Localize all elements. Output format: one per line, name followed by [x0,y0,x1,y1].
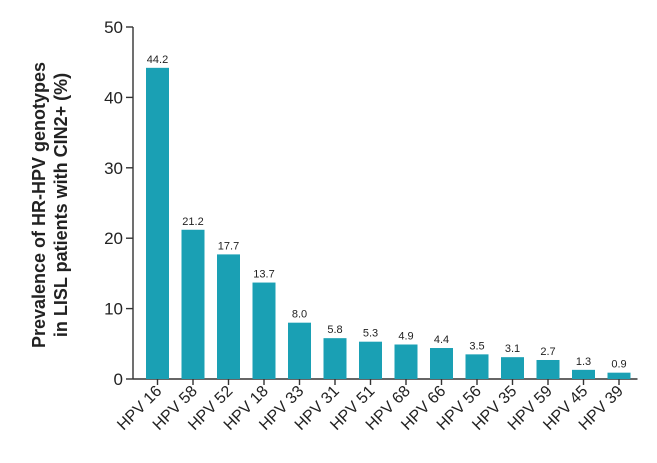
data-label: 5.3 [363,328,378,340]
y-tick-label: 10 [104,300,123,319]
y-axis-title-line-1: Prevalence of HR-HPV genotypes [29,62,49,348]
y-tick-label: 0 [114,370,123,389]
bar [217,254,240,379]
bar [607,372,631,379]
data-label: 5.8 [327,324,342,336]
y-tick-label: 40 [104,88,123,107]
y-tick-label: 30 [104,159,123,178]
data-label: 17.7 [218,240,239,252]
data-label: 3.5 [469,340,484,352]
data-label: 1.3 [576,356,591,368]
data-label: 8.0 [292,309,307,321]
bar [394,344,418,379]
data-label: 0.9 [611,359,626,371]
y-axis-title: Prevalence of HR-HPV genotypes in LISL p… [29,62,71,348]
y-tick-label: 50 [104,18,123,37]
data-label: 3.1 [505,343,520,355]
bar [430,348,453,379]
y-axis-title-line-2: in LISL patients with CIN2+ (%) [51,73,71,337]
data-label: 2.7 [540,346,555,358]
data-label: 4.4 [434,334,449,346]
bar [359,341,382,379]
data-label: 21.2 [182,216,203,228]
y-tick-label: 20 [104,229,123,248]
data-label: 13.7 [253,269,274,281]
bar [252,282,276,379]
x-axis [133,378,638,385]
bar [181,229,205,379]
bar [146,67,169,379]
bar [465,354,489,379]
bar [288,322,311,379]
data-label: 44.2 [147,54,168,66]
bars [146,67,631,379]
bar [323,338,347,379]
bar [572,369,595,379]
data-labels: 44.2 21.2 17.7 13.7 8.0 5.8 5.3 4.9 4.4 3.5 3.1 2.7… [147,54,627,371]
bar [536,359,560,379]
y-axis: 0 10 20 30 40 50 [104,18,134,389]
bar [501,357,524,379]
data-label: 4.9 [398,331,413,343]
